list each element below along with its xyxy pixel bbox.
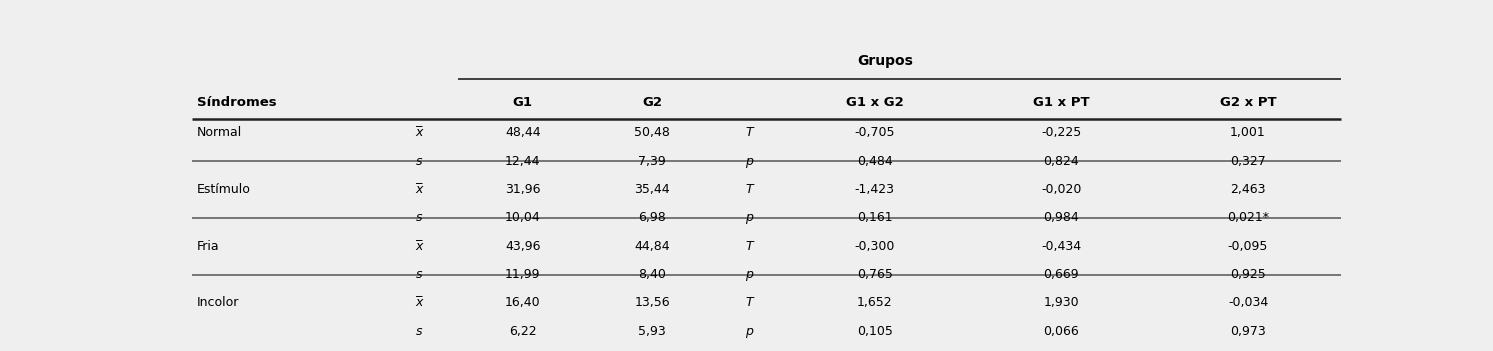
Text: 35,44: 35,44 — [635, 183, 670, 196]
Text: G1: G1 — [512, 97, 533, 110]
Text: x̅: x̅ — [415, 126, 423, 139]
Text: T: T — [745, 240, 752, 253]
Text: s: s — [415, 211, 423, 224]
Text: T: T — [745, 297, 752, 310]
Text: 1,001: 1,001 — [1230, 126, 1266, 139]
Text: 1,930: 1,930 — [1044, 297, 1079, 310]
Text: p: p — [745, 211, 752, 224]
Text: 44,84: 44,84 — [635, 240, 670, 253]
Text: 2,463: 2,463 — [1230, 183, 1266, 196]
Text: -0,705: -0,705 — [854, 126, 894, 139]
Text: s: s — [415, 268, 423, 281]
Text: 0,669: 0,669 — [1044, 268, 1079, 281]
Text: 0,105: 0,105 — [857, 325, 893, 338]
Text: Incolor: Incolor — [197, 297, 239, 310]
Text: -0,034: -0,034 — [1227, 297, 1268, 310]
Text: 6,98: 6,98 — [638, 211, 666, 224]
Text: 0,765: 0,765 — [857, 268, 893, 281]
Text: 43,96: 43,96 — [505, 240, 540, 253]
Text: 0,066: 0,066 — [1044, 325, 1079, 338]
Text: 0,161: 0,161 — [857, 211, 893, 224]
Text: 0,973: 0,973 — [1230, 325, 1266, 338]
Text: G2 x PT: G2 x PT — [1220, 97, 1277, 110]
Text: 13,56: 13,56 — [635, 297, 670, 310]
Text: Grupos: Grupos — [857, 54, 914, 68]
Text: T: T — [745, 126, 752, 139]
Text: p: p — [745, 325, 752, 338]
Text: -0,300: -0,300 — [854, 240, 894, 253]
Text: -1,423: -1,423 — [854, 183, 894, 196]
Text: 5,93: 5,93 — [638, 325, 666, 338]
Text: -0,095: -0,095 — [1227, 240, 1268, 253]
Text: Fria: Fria — [197, 240, 219, 253]
Text: G1 x G2: G1 x G2 — [845, 97, 903, 110]
Text: -0,225: -0,225 — [1041, 126, 1081, 139]
Text: -0,020: -0,020 — [1041, 183, 1081, 196]
Text: 0,021*: 0,021* — [1227, 211, 1269, 224]
Text: 12,44: 12,44 — [505, 154, 540, 167]
Text: 0,824: 0,824 — [1044, 154, 1079, 167]
Text: 0,484: 0,484 — [857, 154, 893, 167]
Text: 7,39: 7,39 — [638, 154, 666, 167]
Text: s: s — [415, 325, 423, 338]
Text: 0,925: 0,925 — [1230, 268, 1266, 281]
Text: G1 x PT: G1 x PT — [1033, 97, 1090, 110]
Text: 50,48: 50,48 — [635, 126, 670, 139]
Text: 6,22: 6,22 — [509, 325, 536, 338]
Text: x̅: x̅ — [415, 183, 423, 196]
Text: p: p — [745, 268, 752, 281]
Text: Normal: Normal — [197, 126, 242, 139]
Text: 0,327: 0,327 — [1230, 154, 1266, 167]
Text: Estímulo: Estímulo — [197, 183, 251, 196]
Text: 1,652: 1,652 — [857, 297, 893, 310]
Text: 10,04: 10,04 — [505, 211, 540, 224]
Text: 31,96: 31,96 — [505, 183, 540, 196]
Text: Síndromes: Síndromes — [197, 97, 276, 110]
Text: 16,40: 16,40 — [505, 297, 540, 310]
Text: 8,40: 8,40 — [638, 268, 666, 281]
Text: 11,99: 11,99 — [505, 268, 540, 281]
Text: p: p — [745, 154, 752, 167]
Text: 48,44: 48,44 — [505, 126, 540, 139]
Text: T: T — [745, 183, 752, 196]
Text: 0,984: 0,984 — [1044, 211, 1079, 224]
Text: -0,434: -0,434 — [1041, 240, 1081, 253]
Text: x̅: x̅ — [415, 240, 423, 253]
Text: x̅: x̅ — [415, 297, 423, 310]
Text: s: s — [415, 154, 423, 167]
Text: G2: G2 — [642, 97, 661, 110]
